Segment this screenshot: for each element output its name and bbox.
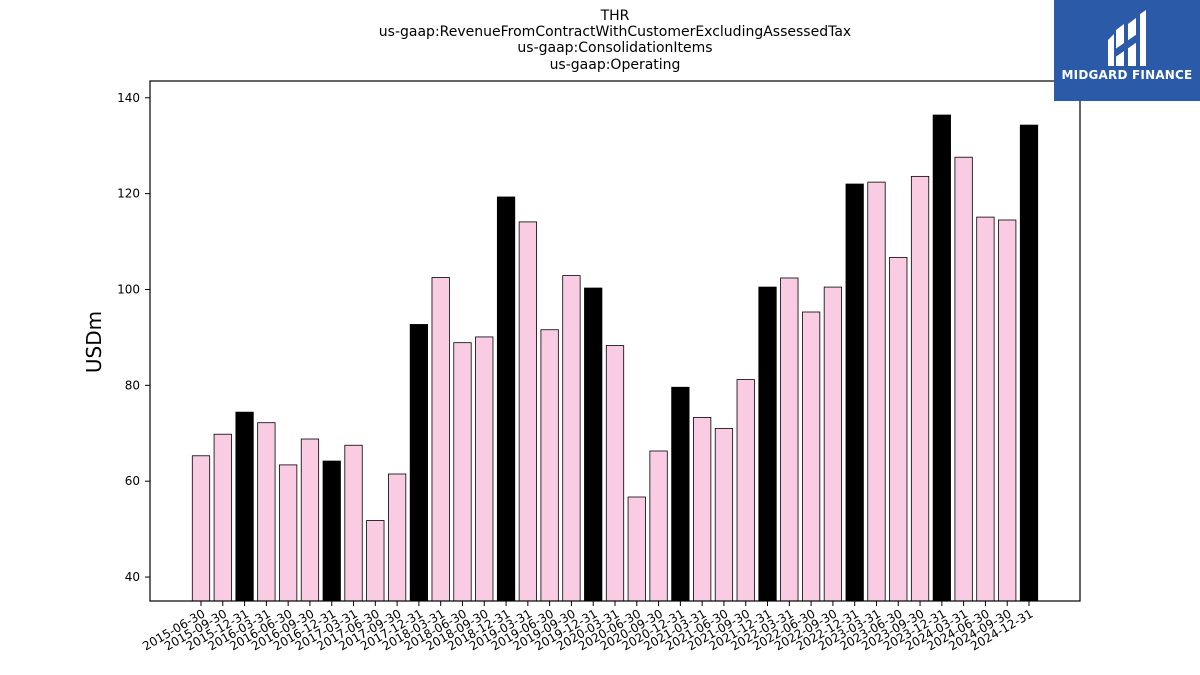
bar-2017-03-31 — [344, 444, 363, 602]
title-line-1: THR — [600, 8, 630, 24]
bar-2016-06-30 — [279, 464, 298, 602]
bar-2019-06-30 — [540, 329, 559, 602]
chart-title: THR us-gaap:RevenueFromContractWithCusto… — [379, 8, 851, 73]
bar-2022-06-30 — [801, 311, 821, 602]
bar-2024-12-31 — [1019, 124, 1039, 602]
bar-2018-09-30 — [475, 336, 494, 602]
title-line-4: us-gaap:Operating — [550, 57, 681, 73]
bar-2021-12-31 — [758, 286, 777, 602]
bars-group — [191, 114, 1039, 602]
logo-mark-icon — [1108, 10, 1146, 66]
y-axis-label: USDm — [82, 311, 106, 373]
bar-2022-03-31 — [780, 277, 799, 602]
bar-2017-12-31 — [409, 324, 429, 602]
bar-2017-06-30 — [366, 520, 385, 602]
bar-2020-06-30 — [627, 496, 646, 602]
y-tick-label: 40 — [125, 570, 140, 584]
bar-2022-09-30 — [823, 286, 843, 602]
x-axis: 2015-06-302015-09-302015-12-312016-03-31… — [140, 601, 1036, 653]
bar-2023-03-31 — [867, 181, 886, 602]
bar-2024-06-30 — [976, 216, 995, 602]
y-tick-label: 120 — [117, 187, 140, 201]
bar-2021-09-30 — [736, 379, 755, 602]
title-line-3: us-gaap:ConsolidationItems — [517, 40, 712, 56]
bar-2016-03-31 — [257, 422, 276, 602]
plot-frame — [149, 80, 1081, 602]
title-line-2: us-gaap:RevenueFromContractWithCustomerE… — [379, 24, 851, 40]
bar-2019-12-31 — [584, 287, 603, 602]
bar-2016-09-30 — [300, 438, 320, 602]
y-tick-label: 100 — [117, 282, 140, 296]
bar-2020-03-31 — [605, 345, 625, 602]
bar-2020-09-30 — [649, 450, 668, 602]
y-axis: 40 60 80 100 120 140 — [117, 91, 150, 584]
bar-2018-03-31 — [431, 277, 450, 602]
bar-2020-12-31 — [671, 386, 690, 602]
bar-2023-12-31 — [932, 114, 951, 602]
logo-text: MIDGARD FINANCE — [1061, 68, 1193, 82]
midgard-finance-logo: MIDGARD FINANCE — [1054, 0, 1200, 101]
bar-2023-06-30 — [889, 256, 908, 602]
bar-2018-12-31 — [496, 196, 516, 602]
bar-2015-12-31 — [235, 411, 254, 602]
bar-2024-03-31 — [954, 156, 973, 602]
bar-2019-09-30 — [562, 275, 581, 602]
y-tick-label: 140 — [117, 91, 140, 105]
bar-2017-09-30 — [387, 473, 407, 602]
bar-2015-06-30 — [191, 455, 211, 602]
bar-2021-06-30 — [714, 428, 734, 602]
bar-2022-12-31 — [845, 183, 864, 602]
bar-2019-03-31 — [518, 221, 537, 602]
bar-2021-03-31 — [693, 417, 712, 602]
y-tick-label: 60 — [125, 474, 140, 488]
y-tick-label: 80 — [125, 378, 140, 392]
bar-2023-09-30 — [910, 175, 930, 602]
bar-2016-12-31 — [322, 460, 341, 602]
bar-2024-09-30 — [998, 219, 1017, 602]
bar-2015-09-30 — [213, 433, 232, 602]
bar-2018-06-30 — [453, 342, 472, 602]
